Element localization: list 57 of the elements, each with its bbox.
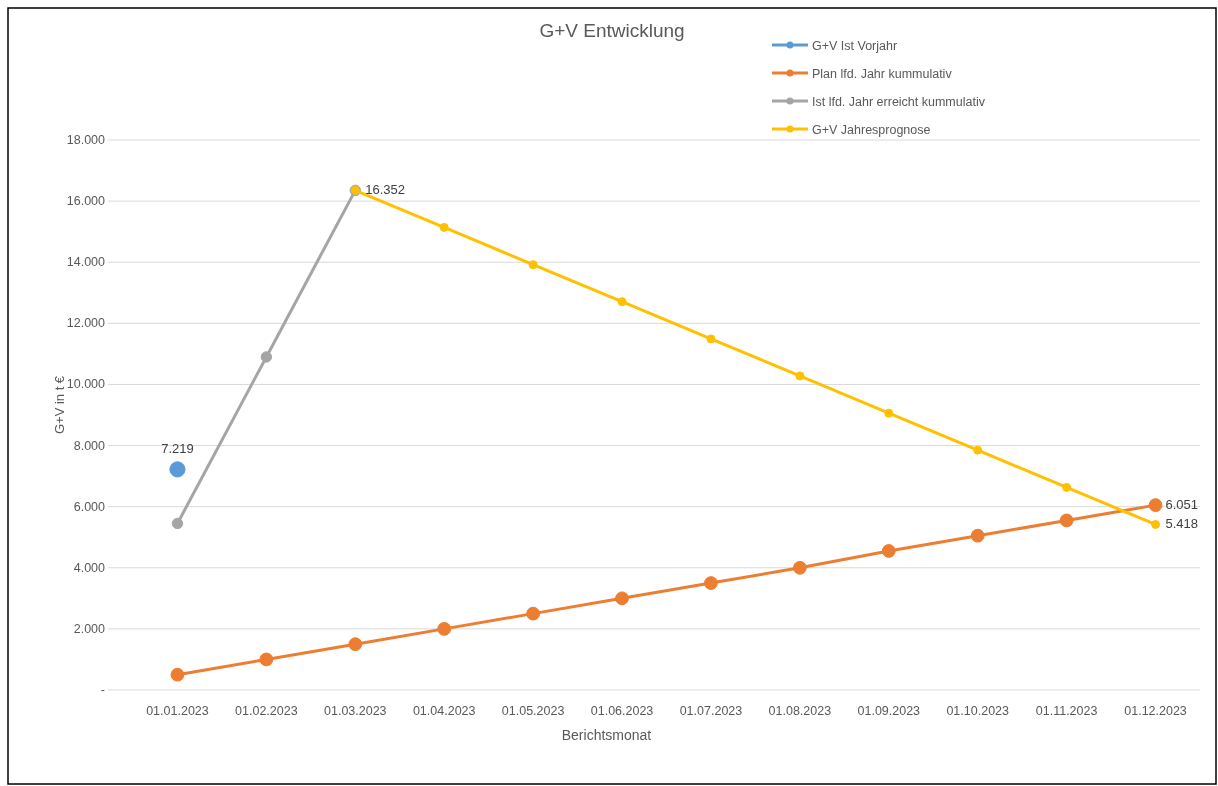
point [439, 222, 449, 232]
data-label: 5.418 [1165, 516, 1199, 532]
point [1148, 498, 1163, 513]
point [1059, 513, 1074, 528]
point [973, 445, 983, 455]
x-tick-label: 01.01.2023 [146, 704, 209, 718]
y-tick-label: 16.000 [66, 194, 106, 209]
point [881, 544, 896, 558]
y-tick-label: 6.000 [73, 499, 106, 514]
x-axis-title: Berichtsmonat [561, 727, 652, 743]
y-tick-label: 18.000 [66, 133, 106, 147]
point [615, 591, 629, 606]
y-tick-label: 12.000 [66, 316, 106, 331]
point [884, 408, 894, 418]
point [260, 351, 273, 363]
point [526, 606, 541, 621]
point [970, 528, 985, 543]
point [792, 560, 807, 575]
x-tick-label: 01.06.2023 [590, 704, 654, 718]
point [259, 652, 274, 667]
y-axis-title: G+V in t € [52, 375, 67, 435]
y-tick-label: 10.000 [66, 377, 106, 392]
data-label: 7.219 [161, 441, 194, 457]
legend-label: Plan lfd. Jahr kummulativ [812, 66, 953, 81]
point [617, 297, 627, 307]
legend-label: G+V Jahresprognose [812, 122, 931, 137]
x-tick-label: 01.12.2023 [1124, 704, 1187, 718]
point [437, 621, 452, 636]
point [528, 260, 538, 270]
x-tick-label: 01.04.2023 [412, 704, 476, 718]
y-tick-label: 2.000 [73, 621, 106, 636]
point [1062, 482, 1072, 492]
y-tick-label: 4.000 [73, 560, 106, 575]
point [704, 576, 718, 590]
x-tick-label: 01.10.2023 [946, 704, 1010, 718]
point [169, 461, 186, 478]
x-tick-label: 01.08.2023 [768, 704, 832, 718]
point [348, 637, 363, 652]
y-tick-label: 14.000 [66, 255, 106, 270]
legend-label: Ist lfd. Jahr erreicht kummulativ [812, 94, 986, 109]
x-tick-label: 01.05.2023 [501, 704, 565, 718]
point [170, 667, 185, 682]
data-label: 16.352 [365, 182, 406, 198]
chart-title: G+V Entwicklung [539, 20, 685, 41]
data-label: 6.051 [1165, 497, 1199, 513]
point [171, 517, 184, 530]
x-tick-label: 01.02.2023 [235, 704, 298, 718]
x-tick-label: 01.11.2023 [1035, 704, 1098, 718]
point [1151, 519, 1161, 529]
x-tick-label: 01.03.2023 [324, 704, 387, 718]
point [706, 334, 716, 344]
x-tick-label: 01.07.2023 [679, 704, 743, 718]
point [795, 371, 805, 381]
y-tick-label: - [100, 683, 105, 697]
y-tick-label: 8.000 [73, 438, 106, 453]
x-tick-label: 01.09.2023 [857, 704, 921, 718]
legend-label: G+V Ist Vorjahr [812, 38, 898, 53]
